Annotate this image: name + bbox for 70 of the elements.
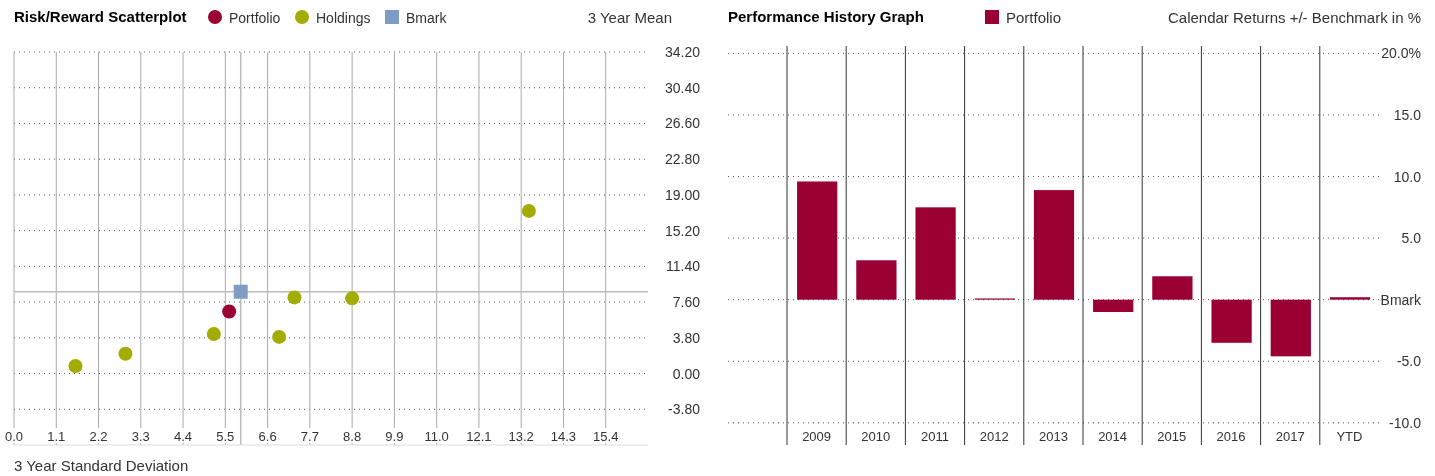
x-tick-label: 2012 <box>979 429 1009 444</box>
x-tick-label: 2013 <box>1038 429 1068 444</box>
y-tick-label: 30.40 <box>664 79 701 96</box>
bar <box>1152 276 1193 300</box>
y-tick-label: 26.60 <box>664 115 701 132</box>
point <box>222 304 237 319</box>
y-axis-title: 3 Year Mean <box>587 9 672 26</box>
x-tick-label: YTD <box>1336 429 1363 444</box>
x-tick-label: 2014 <box>1098 429 1128 444</box>
y-axis-title: Calendar Returns +/- Benchmark in % <box>1167 9 1421 26</box>
x-tick-label: 9.9 <box>385 429 404 444</box>
legend-label: Bmark <box>406 10 448 26</box>
x-tick-label: 2010 <box>861 429 891 444</box>
bar <box>856 260 897 300</box>
x-tick-label: 2011 <box>921 429 949 444</box>
bar <box>1270 299 1311 357</box>
y-tick-label: 19.00 <box>664 186 701 203</box>
x-tick-label: 3.3 <box>131 429 150 444</box>
x-tick-label: 15.4 <box>593 429 619 444</box>
legend-label: Portfolio <box>229 10 281 26</box>
y-tick-label: 7.60 <box>672 294 701 311</box>
point <box>287 290 302 305</box>
bar <box>1093 299 1134 312</box>
legend-label: Portfolio <box>1006 9 1062 26</box>
x-tick-label: 0.0 <box>4 429 24 444</box>
point <box>118 346 133 361</box>
bar <box>1211 299 1252 343</box>
x-tick-label: 4.4 <box>174 429 193 444</box>
x-tick-label: 2017 <box>1275 429 1305 444</box>
y-tick-label: 15.20 <box>664 222 701 239</box>
x-axis-title: 3 Year Standard Deviation <box>14 457 189 474</box>
chart-title: Performance History Graph <box>728 8 924 25</box>
y-tick-label: -10.0 <box>1389 414 1422 431</box>
point <box>233 284 248 299</box>
x-tick-label: 8.8 <box>343 429 362 444</box>
x-tick-label: 2.2 <box>89 429 108 444</box>
x-tick-label: 14.3 <box>550 429 577 444</box>
y-tick-label: 22.80 <box>664 151 701 168</box>
x-tick-label: 6.6 <box>258 429 277 444</box>
point <box>345 291 360 306</box>
x-tick-label: 2015 <box>1157 429 1187 444</box>
y-tick-label: 34.20 <box>664 44 701 60</box>
y-tick-label: 10.0 <box>1393 168 1422 185</box>
y-tick-label: 20.0% <box>1381 45 1421 62</box>
y-tick-label: 3.80 <box>672 329 701 346</box>
point <box>272 329 287 344</box>
x-tick-label: 13.2 <box>508 429 534 444</box>
bar <box>1033 190 1075 300</box>
y-tick-label: 11.40 <box>666 258 701 275</box>
x-tick-label: 11.0 <box>424 429 449 444</box>
y-tick-label: -5.0 <box>1396 353 1422 370</box>
y-tick-label: Bmark <box>1380 291 1422 308</box>
point <box>68 359 83 374</box>
x-tick-label: 1.1 <box>47 429 66 444</box>
bar <box>915 207 956 300</box>
point <box>206 327 221 342</box>
x-tick-label: 12.1 <box>466 429 492 444</box>
x-tick-label: 7.7 <box>300 429 319 444</box>
legend-label: Holdings <box>316 10 371 26</box>
x-tick-label: 5.5 <box>216 429 235 444</box>
bar <box>797 181 838 300</box>
point <box>521 203 536 218</box>
x-tick-label: 2009 <box>802 429 832 444</box>
chart-title: Risk/Reward Scatterplot <box>14 8 187 25</box>
y-tick-label: -3.80 <box>668 401 701 418</box>
bar <box>1329 297 1371 300</box>
y-tick-label: 0.00 <box>672 365 701 382</box>
y-tick-label: 15.0 <box>1393 106 1422 123</box>
y-tick-label: 5.0 <box>1401 230 1422 247</box>
x-tick-label: 2016 <box>1216 429 1246 444</box>
